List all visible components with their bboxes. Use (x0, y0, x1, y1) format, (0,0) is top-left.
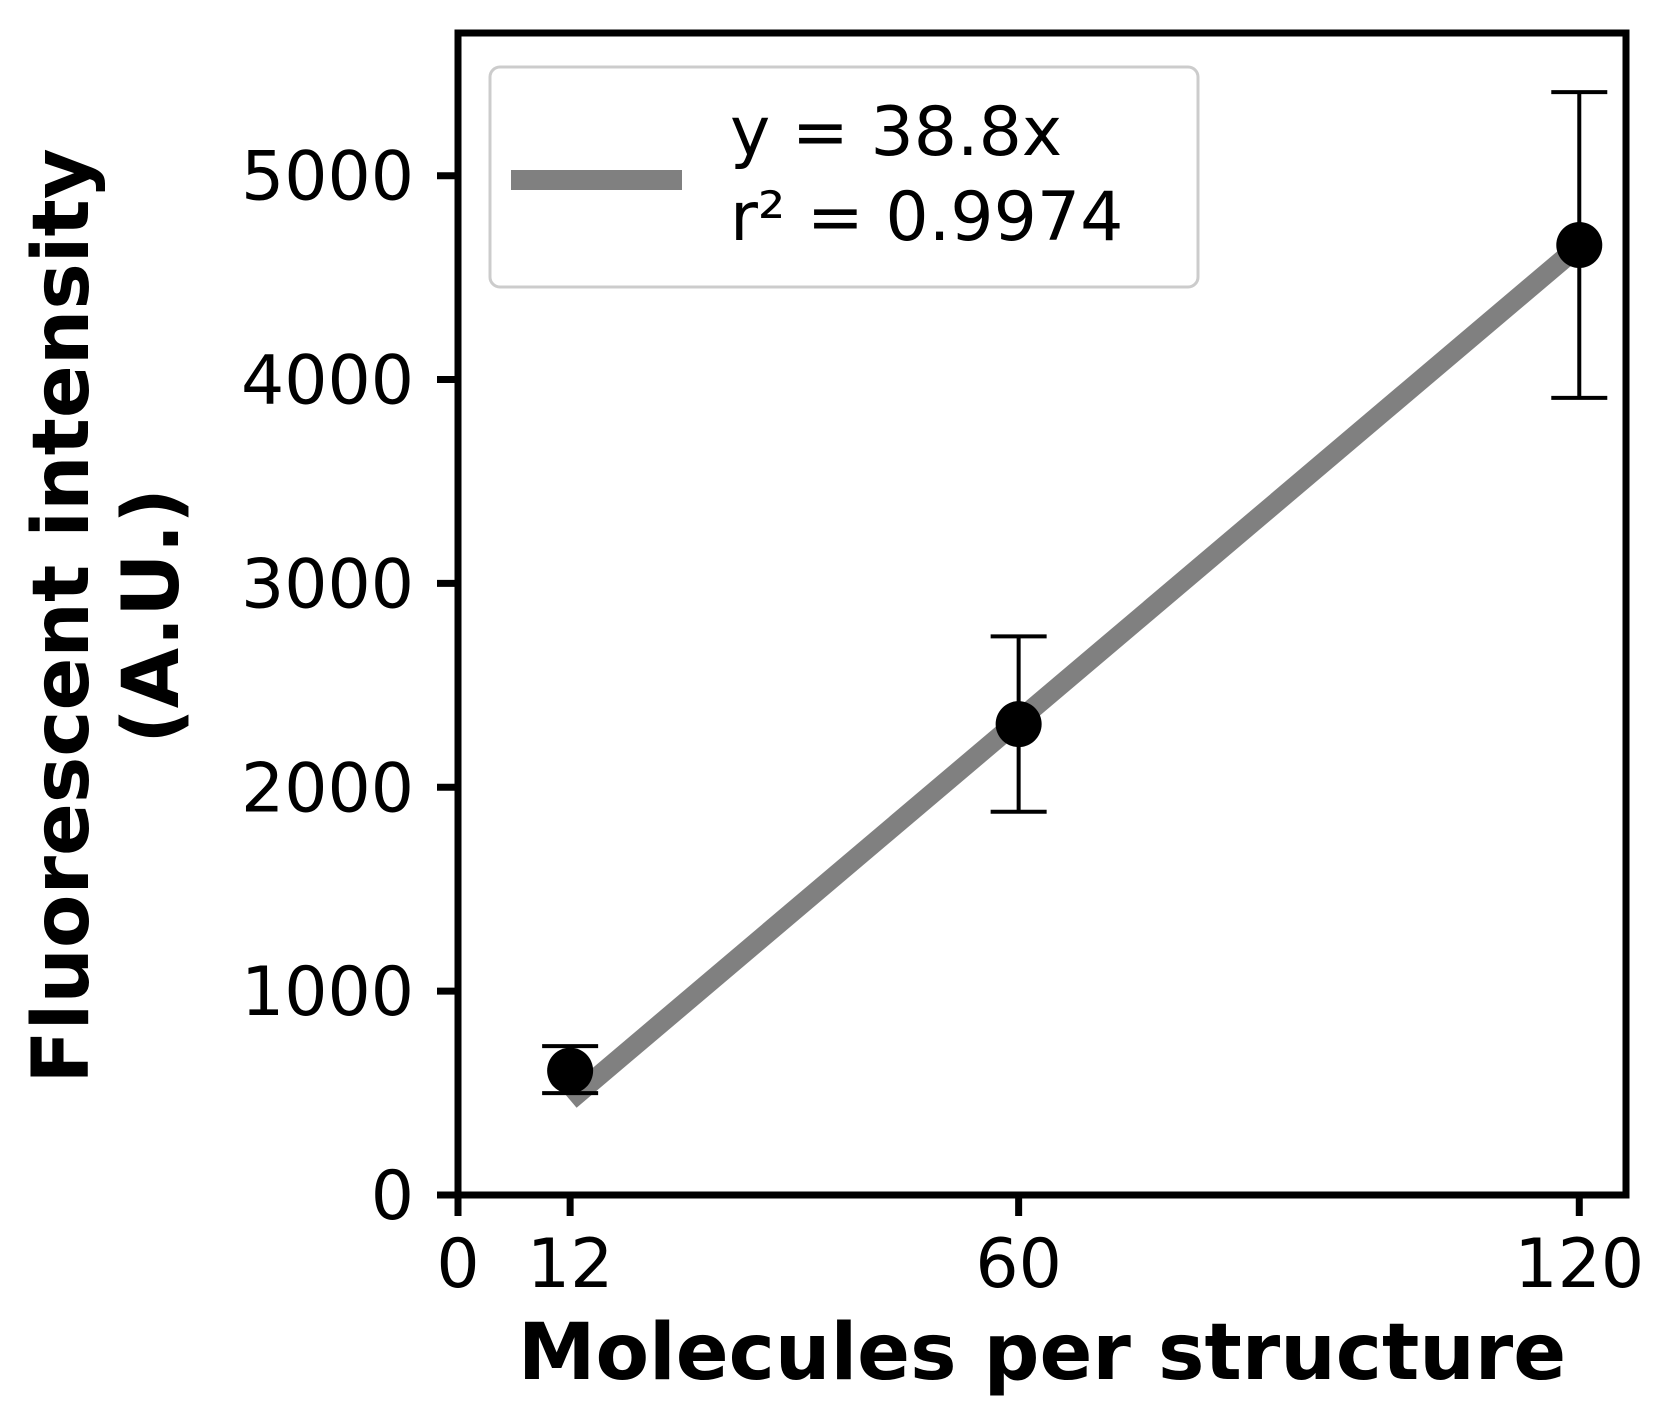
legend-box (488, 65, 1200, 289)
x-axis-title: Molecules per structure (518, 1308, 1566, 1398)
plot-frame (454, 29, 1630, 1199)
legend-label-line2: r² = 0.9974 (730, 178, 1123, 257)
fit-line (563, 238, 1586, 1108)
y-axis-title-line1: Fluorescent intensity (17, 148, 107, 1083)
y-tick-label-5: 5000 (241, 138, 414, 217)
x-tick-label-2: 60 (975, 1225, 1062, 1304)
x-tick-label-1: 12 (527, 1225, 614, 1304)
y-tick-label-0: 0 (371, 1157, 414, 1236)
data-point-0 (547, 1047, 594, 1094)
data-point-2 (1556, 222, 1603, 269)
x-tick-label-0: 0 (436, 1225, 479, 1304)
y-axis-title-line2: (A.U.) (107, 488, 197, 744)
plot-layer (542, 90, 1608, 1108)
x-tick-label-3: 120 (1514, 1225, 1644, 1304)
y-tick-label-1: 1000 (241, 953, 414, 1032)
data-point-1 (995, 701, 1042, 748)
ticks-layer: 0 12 60 120 0 1000 2000 3000 4000 5000 (241, 138, 1644, 1304)
y-tick-label-4: 4000 (241, 342, 414, 421)
legend-label-line1: y = 38.8x (730, 93, 1062, 172)
y-tick-label-2: 2000 (241, 749, 414, 828)
legend: y = 38.8x r² = 0.9974 (488, 65, 1200, 289)
y-tick-label-3: 3000 (241, 545, 414, 624)
